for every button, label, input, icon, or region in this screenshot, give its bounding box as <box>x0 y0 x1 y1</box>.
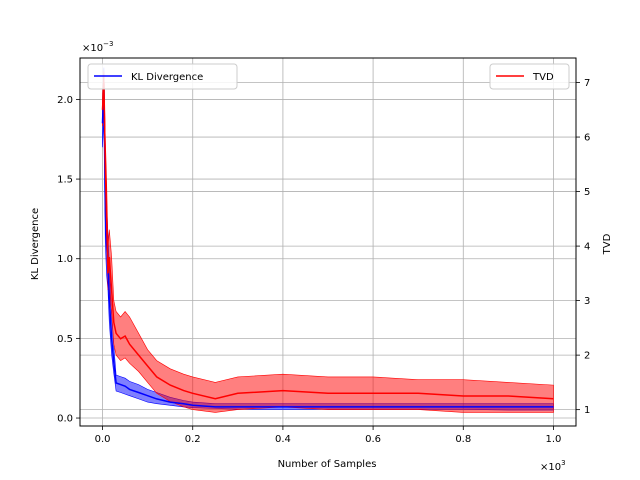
kl-series-line <box>101 83 554 408</box>
left-y-tick-label: 0.0 <box>57 414 73 425</box>
left-y-tick-label: 0.5 <box>57 334 73 345</box>
right-y-tick-label: 7 <box>584 78 590 89</box>
legend-tvd-text: TVD <box>532 72 554 83</box>
plot-frame <box>79 57 577 427</box>
x-tick-label: 0.6 <box>365 434 381 445</box>
x-axis-multiplier: ×103 <box>540 459 566 473</box>
kl-line-layer <box>101 83 554 408</box>
left-y-tick-label: 1.5 <box>57 175 73 186</box>
legend-kl-text: KL Divergence <box>131 72 203 83</box>
right-y-tick-label: 6 <box>584 133 590 144</box>
tvd-confidence-band <box>102 71 554 413</box>
tvd-series-line <box>101 82 554 400</box>
grid-lines <box>80 58 576 426</box>
legend-tvd: TVD <box>489 63 570 90</box>
x-tick-label: 0.0 <box>95 434 111 445</box>
right-y-tick-label: 4 <box>584 242 590 253</box>
right-y-tick-label: 3 <box>584 296 590 307</box>
tvd-line-layer <box>101 82 554 400</box>
x-axis-label: Number of Samples <box>278 459 377 470</box>
left-y-tick-label: 1.0 <box>57 254 73 265</box>
x-tick-label: 0.2 <box>185 434 201 445</box>
right-y-tick-label: 2 <box>584 351 590 362</box>
legend-tvd-box <box>489 63 570 90</box>
left-axis-multiplier: ×10−3 <box>82 40 113 54</box>
right-y-tick-label: 5 <box>584 187 590 198</box>
right-y-ticks: 1 2 3 4 5 6 7 <box>576 78 590 416</box>
right-y-axis-label: TVD <box>602 233 613 255</box>
right-y-tick-label: 1 <box>584 405 590 416</box>
left-y-tick-label: 2.0 <box>57 95 73 106</box>
kl-band-layer <box>102 67 554 411</box>
x-ticks: 0.0 0.2 0.4 0.6 0.8 1.0 <box>95 426 562 445</box>
x-tick-label: 0.4 <box>275 434 291 445</box>
left-y-axis-label: KL Divergence <box>30 208 41 280</box>
legend-kl: KL Divergence <box>87 63 238 90</box>
x-tick-label: 0.8 <box>455 434 471 445</box>
legend-kl-box <box>87 63 238 90</box>
x-tick-label: 1.0 <box>546 434 562 445</box>
tvd-band-layer <box>102 71 554 413</box>
kl-confidence-band <box>102 67 554 411</box>
left-y-ticks: 0.0 0.5 1.0 1.5 2.0 <box>57 95 80 425</box>
